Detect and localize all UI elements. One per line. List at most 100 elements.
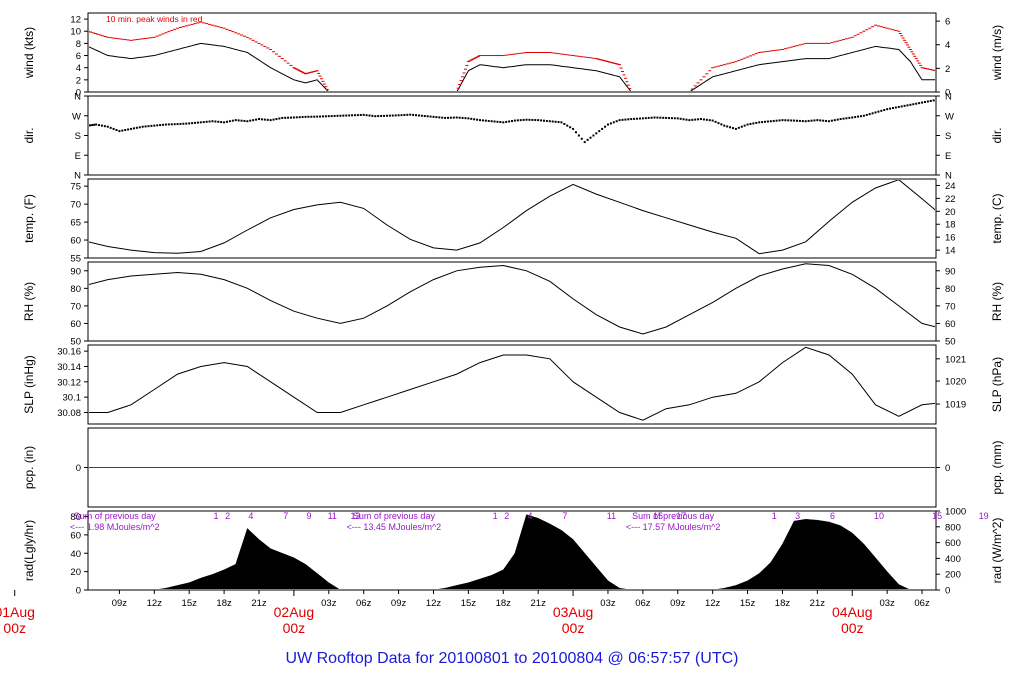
wind-direction-point (269, 119, 272, 122)
wind-direction-point (886, 108, 889, 111)
y-tick-label: 55 (70, 254, 81, 265)
wind-direction-point (130, 127, 133, 130)
wind-direction-point (918, 102, 921, 105)
wind-direction-point (912, 103, 915, 106)
wind-direction-point (673, 117, 676, 120)
wind-direction-point (400, 114, 403, 117)
hour-marker: 19 (979, 511, 989, 521)
y-tick-label-right: 1020 (945, 377, 966, 388)
wind-direction-point (132, 127, 135, 130)
x-tick-label: 03z (321, 598, 337, 609)
wind-direction-point (793, 119, 796, 122)
panel-frame (87, 12, 937, 93)
x-tick-label: 21z (810, 598, 826, 609)
wind-direction-point (476, 118, 479, 121)
wind-direction-point (900, 105, 903, 108)
wind-direction-point (406, 113, 409, 116)
y-tick-label: 30.16 (57, 347, 81, 358)
wind-direction-point (162, 123, 165, 126)
wind-direction-point (420, 114, 423, 117)
panel-frame (87, 510, 937, 591)
wind-direction-point (415, 114, 418, 117)
wind-direction-point (333, 114, 336, 117)
wind-direction-point (191, 122, 194, 125)
wind-direction-point (761, 121, 764, 124)
wind-direction-point (865, 113, 868, 116)
hour-marker: 11 (607, 511, 616, 521)
wind-direction-point (871, 112, 874, 115)
hour-marker: 11 (328, 511, 337, 521)
y-axis-label: dir. (22, 127, 36, 143)
wind-direction-point (394, 114, 397, 117)
wind-direction-point (91, 124, 94, 127)
wind-direction-point (589, 136, 592, 139)
wind-direction-point (604, 125, 607, 128)
daily-sum-value: <--- 1.98 MJoules/m^2 (70, 522, 160, 532)
wind-direction-point (615, 120, 618, 123)
wind-direction-point (772, 119, 775, 122)
hour-marker: 2 (225, 511, 230, 521)
y-axis-label: temp. (F) (22, 194, 36, 243)
wind-direction-point (790, 119, 793, 122)
wind-direction-point (729, 126, 732, 129)
radiation-area (159, 514, 909, 589)
wind-direction-point (321, 115, 324, 118)
y-tick-label-right: 50 (945, 337, 956, 348)
y-tick-label-right: 14 (945, 246, 956, 257)
wind-direction-point (499, 121, 502, 124)
wind-direction-point (548, 120, 551, 123)
wind-direction-point (223, 121, 226, 124)
wind-direction-point (188, 122, 191, 125)
hour-marker: 9 (307, 511, 312, 521)
wind-direction-point (194, 121, 197, 124)
wind-direction-point (444, 116, 447, 119)
wind-direction-point (679, 117, 682, 120)
wind-direction-point (929, 99, 932, 102)
y-tick-label-right: 24 (945, 181, 956, 192)
wind-direction-point (388, 114, 391, 117)
wind-direction-point (726, 125, 729, 128)
wind-direction-point (766, 120, 769, 123)
wind-direction-point (842, 117, 845, 120)
wind-direction-point (633, 117, 636, 120)
wind-direction-point (159, 124, 162, 127)
wind-direction-point (883, 108, 886, 111)
wind-direction-point (551, 120, 554, 123)
wind-direction-point (522, 118, 525, 121)
wind-direction-point (263, 118, 266, 121)
y-axis-label: wind (kts) (22, 27, 36, 79)
panel-frame (87, 344, 937, 425)
wind-direction-point (109, 126, 112, 129)
wind-direction-point (127, 128, 130, 131)
wind-direction-point (746, 123, 749, 126)
x-tick-label: 06z (914, 598, 930, 609)
y-tick-label: 10 (70, 27, 81, 38)
wind-direction-point (153, 124, 156, 127)
wind-direction-point (240, 119, 243, 122)
y-tick-label-right: 400 (945, 554, 961, 565)
wind-direction-point (452, 116, 455, 119)
wind-direction-point (743, 124, 746, 127)
wind-direction-point (481, 119, 484, 122)
y-tick-label: 40 (70, 549, 81, 560)
wind-direction-point (685, 118, 688, 121)
wind-direction-point (554, 120, 557, 123)
wind-direction-point (237, 119, 240, 122)
wind-direction-point (662, 116, 665, 119)
panel-slp: 30.08 30.1 30.12 30.14 30.16 1019 1020 1021 SLP … (22, 344, 1004, 425)
wind-direction-point (266, 118, 269, 121)
wind-direction-point (257, 118, 260, 121)
wind-direction-point (932, 99, 935, 102)
wind-direction-point (804, 120, 807, 123)
wind-direction-point (723, 124, 726, 127)
wind-direction-point (557, 121, 560, 124)
wind-direction-point (412, 113, 415, 116)
wind-direction-point (784, 119, 787, 122)
x-tick-label: 03z (600, 598, 616, 609)
y-tick-label: 50 (70, 337, 81, 348)
wind-direction-point (458, 116, 461, 119)
y-tick-label: 30.14 (57, 362, 81, 373)
y-tick-label: 4 (76, 63, 81, 74)
wind-direction-point (249, 119, 252, 122)
y-tick-label-right: N (945, 92, 952, 103)
